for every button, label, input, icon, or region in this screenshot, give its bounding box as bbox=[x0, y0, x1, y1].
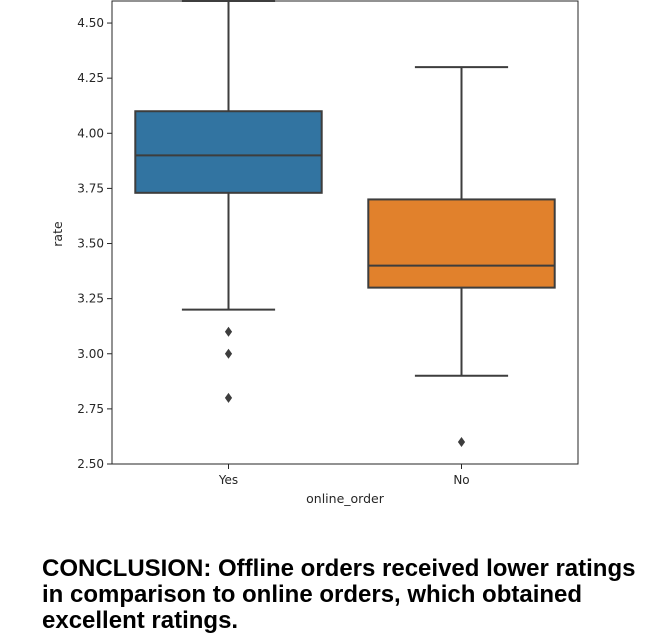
boxplot-chart: 2.50 2.75 3.00 3.25 3.50 3.75 4.00 4.25 4.50 Yes N… bbox=[50, 0, 579, 506]
x-tick-label: No bbox=[453, 473, 469, 487]
conclusion-text: CONCLUSION: Offline orders received lowe… bbox=[42, 555, 636, 634]
outlier-point bbox=[457, 436, 466, 447]
x-axis-title: online_order bbox=[306, 491, 385, 506]
outlier-point bbox=[224, 392, 233, 403]
y-tick-label: 3.75 bbox=[77, 181, 104, 195]
y-tick-label: 3.00 bbox=[77, 347, 104, 361]
x-tick-label: Yes bbox=[218, 473, 238, 487]
y-tick-label: 4.25 bbox=[77, 71, 104, 85]
y-tick-label: 2.75 bbox=[77, 402, 104, 416]
outlier-point bbox=[224, 326, 233, 337]
y-tick-label: 3.25 bbox=[77, 292, 104, 306]
outlier-point bbox=[224, 348, 233, 359]
y-tick-label: 4.00 bbox=[77, 126, 104, 140]
box-yes bbox=[134, 110, 323, 194]
y-axis-title: rate bbox=[50, 221, 65, 247]
y-tick-label: 4.50 bbox=[77, 16, 104, 30]
y-tick-label: 2.50 bbox=[77, 457, 104, 471]
box-no bbox=[367, 198, 556, 289]
y-tick-label: 3.50 bbox=[77, 237, 104, 251]
